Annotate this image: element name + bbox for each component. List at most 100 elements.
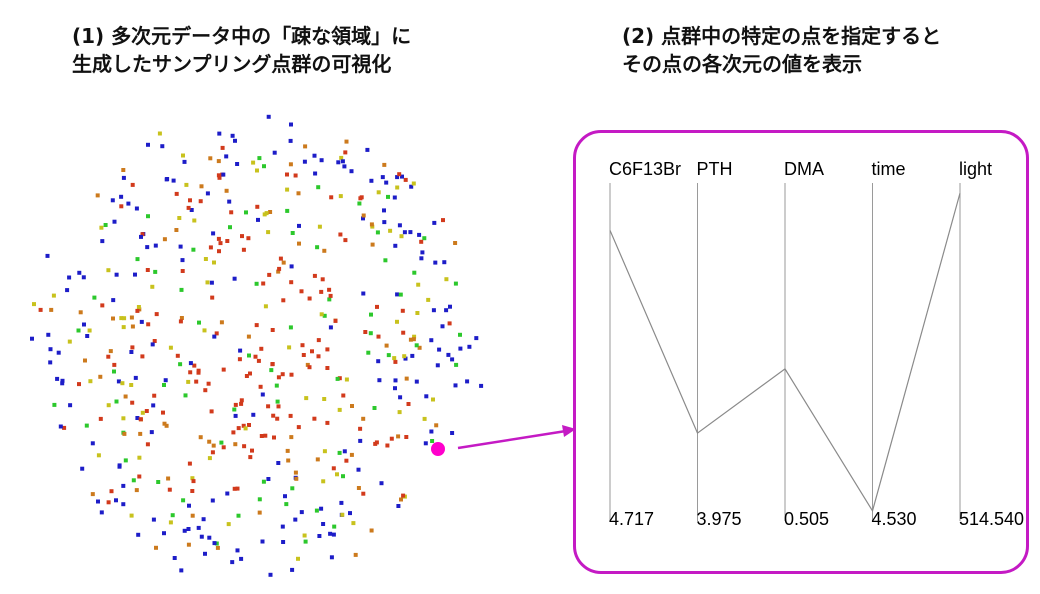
sample-point bbox=[290, 486, 295, 491]
sample-point bbox=[342, 449, 347, 454]
sample-point bbox=[408, 230, 413, 235]
sample-point bbox=[386, 194, 390, 199]
sample-point bbox=[332, 524, 337, 529]
sample-point bbox=[230, 133, 235, 138]
sample-point bbox=[350, 404, 354, 408]
sample-point bbox=[286, 458, 291, 463]
sample-point bbox=[203, 551, 207, 556]
sample-point bbox=[289, 122, 293, 127]
sample-point bbox=[170, 513, 175, 518]
sample-point bbox=[235, 548, 240, 553]
sample-point bbox=[46, 332, 51, 337]
sample-point bbox=[212, 260, 216, 265]
sample-point bbox=[199, 184, 204, 189]
sample-point bbox=[186, 542, 191, 547]
sample-point bbox=[247, 423, 251, 427]
sample-point bbox=[164, 423, 169, 428]
sample-point bbox=[177, 216, 182, 220]
sample-point bbox=[212, 334, 217, 339]
sample-point bbox=[56, 350, 61, 355]
sample-point bbox=[349, 452, 354, 457]
sample-point bbox=[119, 204, 124, 209]
sample-point bbox=[146, 214, 150, 219]
sample-point bbox=[338, 232, 343, 237]
sample-point bbox=[315, 457, 320, 462]
sample-point bbox=[358, 196, 363, 201]
sample-point bbox=[283, 494, 287, 499]
sample-point bbox=[385, 443, 390, 448]
sample-point bbox=[134, 206, 139, 211]
sample-point bbox=[365, 147, 370, 152]
sample-point bbox=[251, 412, 256, 417]
sample-point bbox=[276, 269, 281, 274]
sample-point bbox=[182, 159, 187, 164]
sample-point bbox=[296, 191, 301, 196]
sample-point bbox=[348, 511, 352, 516]
sample-point bbox=[190, 489, 195, 493]
sample-point bbox=[182, 528, 187, 533]
sample-point bbox=[129, 383, 134, 387]
sample-point bbox=[335, 376, 340, 381]
sample-point bbox=[178, 244, 183, 249]
sample-point bbox=[106, 268, 111, 273]
sample-point bbox=[239, 401, 244, 406]
sample-point bbox=[168, 345, 173, 350]
sample-point bbox=[327, 297, 332, 302]
sample-point bbox=[395, 292, 400, 297]
sample-point bbox=[30, 336, 34, 341]
sample-point bbox=[315, 245, 320, 250]
sample-point bbox=[301, 353, 306, 357]
sample-point bbox=[241, 247, 246, 252]
sample-point bbox=[357, 201, 362, 206]
sample-point bbox=[400, 308, 405, 313]
sample-point bbox=[395, 319, 399, 324]
sample-point bbox=[423, 441, 428, 446]
sample-point bbox=[153, 269, 158, 274]
sample-point bbox=[358, 438, 363, 443]
sample-point bbox=[269, 368, 274, 373]
sample-point bbox=[106, 500, 111, 505]
sample-point bbox=[363, 330, 368, 334]
sample-point bbox=[126, 201, 131, 206]
sample-point bbox=[293, 470, 298, 475]
sample-point bbox=[288, 413, 293, 418]
sample-point bbox=[229, 210, 234, 215]
sample-point bbox=[447, 321, 452, 326]
sample-point bbox=[376, 190, 381, 195]
sample-point bbox=[444, 308, 449, 313]
sample-point bbox=[290, 231, 295, 235]
sample-point bbox=[233, 442, 238, 447]
sample-point bbox=[190, 476, 195, 481]
sample-point bbox=[275, 416, 280, 421]
sampling-point-cloud[interactable] bbox=[0, 95, 520, 594]
sample-point bbox=[303, 144, 308, 149]
sample-point bbox=[272, 150, 277, 155]
sample-point bbox=[168, 520, 173, 525]
sample-point bbox=[67, 339, 72, 344]
sample-point bbox=[45, 253, 50, 258]
sample-point bbox=[319, 158, 324, 163]
sample-point bbox=[300, 343, 305, 348]
sample-point bbox=[431, 308, 436, 313]
sample-point bbox=[135, 416, 140, 420]
sample-point bbox=[263, 433, 268, 438]
sample-point bbox=[288, 138, 293, 143]
sample-point bbox=[152, 339, 157, 343]
sample-point bbox=[38, 307, 43, 312]
sample-point bbox=[395, 175, 400, 180]
sample-point bbox=[111, 298, 116, 303]
sample-point bbox=[162, 421, 167, 426]
sample-point bbox=[393, 243, 398, 248]
sample-point bbox=[369, 222, 374, 227]
sample-point bbox=[99, 225, 104, 230]
parallel-coordinates-panel: C6F13Br PTH DMA time light 4.717 3.975 0… bbox=[573, 130, 1029, 574]
sample-point bbox=[376, 359, 381, 364]
sample-point bbox=[117, 463, 122, 468]
sample-point bbox=[112, 369, 116, 374]
sample-point bbox=[237, 357, 242, 362]
sample-point bbox=[281, 540, 286, 544]
sample-point bbox=[369, 178, 374, 183]
sample-point bbox=[402, 230, 407, 235]
sample-point bbox=[285, 208, 290, 213]
sample-point bbox=[380, 175, 385, 180]
